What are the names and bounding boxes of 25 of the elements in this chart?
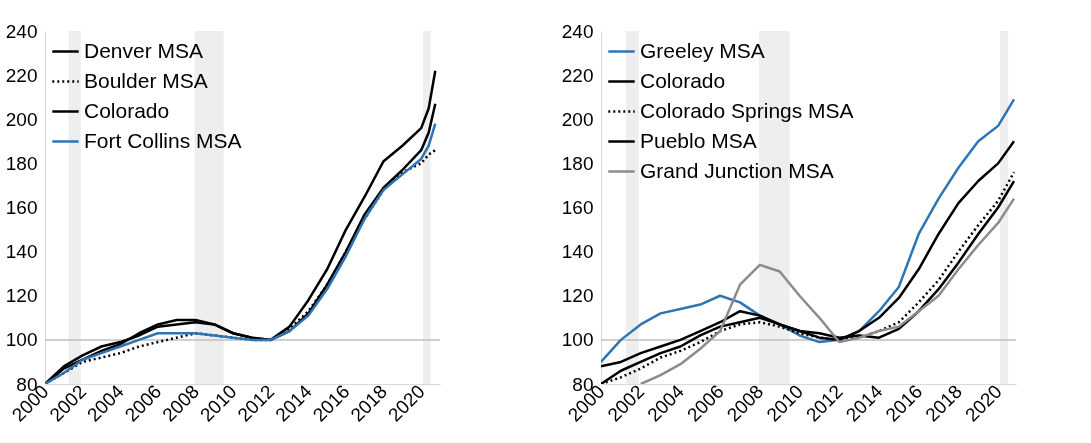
legend-label: Pueblo MSA (640, 128, 757, 152)
y-tick-label: 200 (5, 108, 38, 130)
y-tick-label: 140 (561, 241, 594, 263)
y-tick-label: 220 (5, 64, 38, 86)
legend-label: Colorado Springs MSA (640, 98, 854, 122)
legend-label: Grand Junction MSA (640, 158, 834, 182)
y-tick-label: 100 (5, 329, 38, 351)
y-tick-label: 240 (561, 20, 594, 42)
y-tick-label: 140 (5, 241, 38, 263)
legend-label: Fort Collins MSA (84, 128, 242, 152)
legend-label: Denver MSA (84, 38, 204, 62)
legend-label: Colorado (84, 98, 170, 122)
y-tick-label: 120 (561, 285, 594, 307)
legend-label: Colorado (640, 68, 726, 92)
y-tick-label: 200 (561, 108, 594, 130)
y-tick-label: 160 (561, 197, 594, 218)
y-tick-label: 100 (561, 329, 594, 351)
legend-label: Boulder MSA (84, 68, 208, 92)
y-tick-label: 180 (561, 152, 594, 174)
y-tick-label: 180 (5, 152, 38, 174)
y-tick-label: 120 (5, 285, 38, 307)
legend-label: Greeley MSA (640, 38, 765, 62)
y-tick-label: 160 (5, 197, 38, 218)
y-tick-label: 220 (561, 64, 594, 86)
y-tick-label: 240 (5, 20, 38, 42)
